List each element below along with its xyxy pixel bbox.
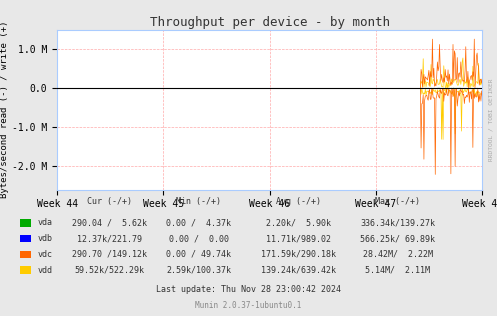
Text: 28.42M/  2.22M: 28.42M/ 2.22M <box>363 250 432 259</box>
Text: 290.04 /  5.62k: 290.04 / 5.62k <box>72 218 147 227</box>
Text: 290.70 /149.12k: 290.70 /149.12k <box>72 250 147 259</box>
Text: 336.34k/139.27k: 336.34k/139.27k <box>360 218 435 227</box>
Text: 12.37k/221.79: 12.37k/221.79 <box>77 234 142 243</box>
Text: 2.20k/  5.90k: 2.20k/ 5.90k <box>266 218 331 227</box>
Text: 171.59k/290.18k: 171.59k/290.18k <box>261 250 335 259</box>
Text: 0.00 / 49.74k: 0.00 / 49.74k <box>166 250 231 259</box>
Text: Max (-/+): Max (-/+) <box>375 197 420 206</box>
Text: Munin 2.0.37-1ubuntu0.1: Munin 2.0.37-1ubuntu0.1 <box>195 301 302 310</box>
Text: 0.00 /  0.00: 0.00 / 0.00 <box>169 234 229 243</box>
Text: vdb: vdb <box>37 234 52 243</box>
Text: 0.00 /  4.37k: 0.00 / 4.37k <box>166 218 231 227</box>
Text: 2.59k/100.37k: 2.59k/100.37k <box>166 266 231 275</box>
Text: 139.24k/639.42k: 139.24k/639.42k <box>261 266 335 275</box>
Text: 5.14M/  2.11M: 5.14M/ 2.11M <box>365 266 430 275</box>
Title: Throughput per device - by month: Throughput per device - by month <box>150 16 390 29</box>
Text: 11.71k/989.02: 11.71k/989.02 <box>266 234 331 243</box>
Y-axis label: Bytes/second read (-) / write (+): Bytes/second read (-) / write (+) <box>0 21 9 198</box>
Text: vdd: vdd <box>37 266 52 275</box>
Text: Min (-/+): Min (-/+) <box>176 197 221 206</box>
Text: RRDTOOL / TOBI OETIKER: RRDTOOL / TOBI OETIKER <box>488 79 493 161</box>
Text: 59.52k/522.29k: 59.52k/522.29k <box>75 266 144 275</box>
Text: Cur (-/+): Cur (-/+) <box>87 197 132 206</box>
Text: Avg (-/+): Avg (-/+) <box>276 197 321 206</box>
Text: 566.25k/ 69.89k: 566.25k/ 69.89k <box>360 234 435 243</box>
Text: vdc: vdc <box>37 250 52 259</box>
Text: Last update: Thu Nov 28 23:00:42 2024: Last update: Thu Nov 28 23:00:42 2024 <box>156 285 341 294</box>
Text: vda: vda <box>37 218 52 227</box>
